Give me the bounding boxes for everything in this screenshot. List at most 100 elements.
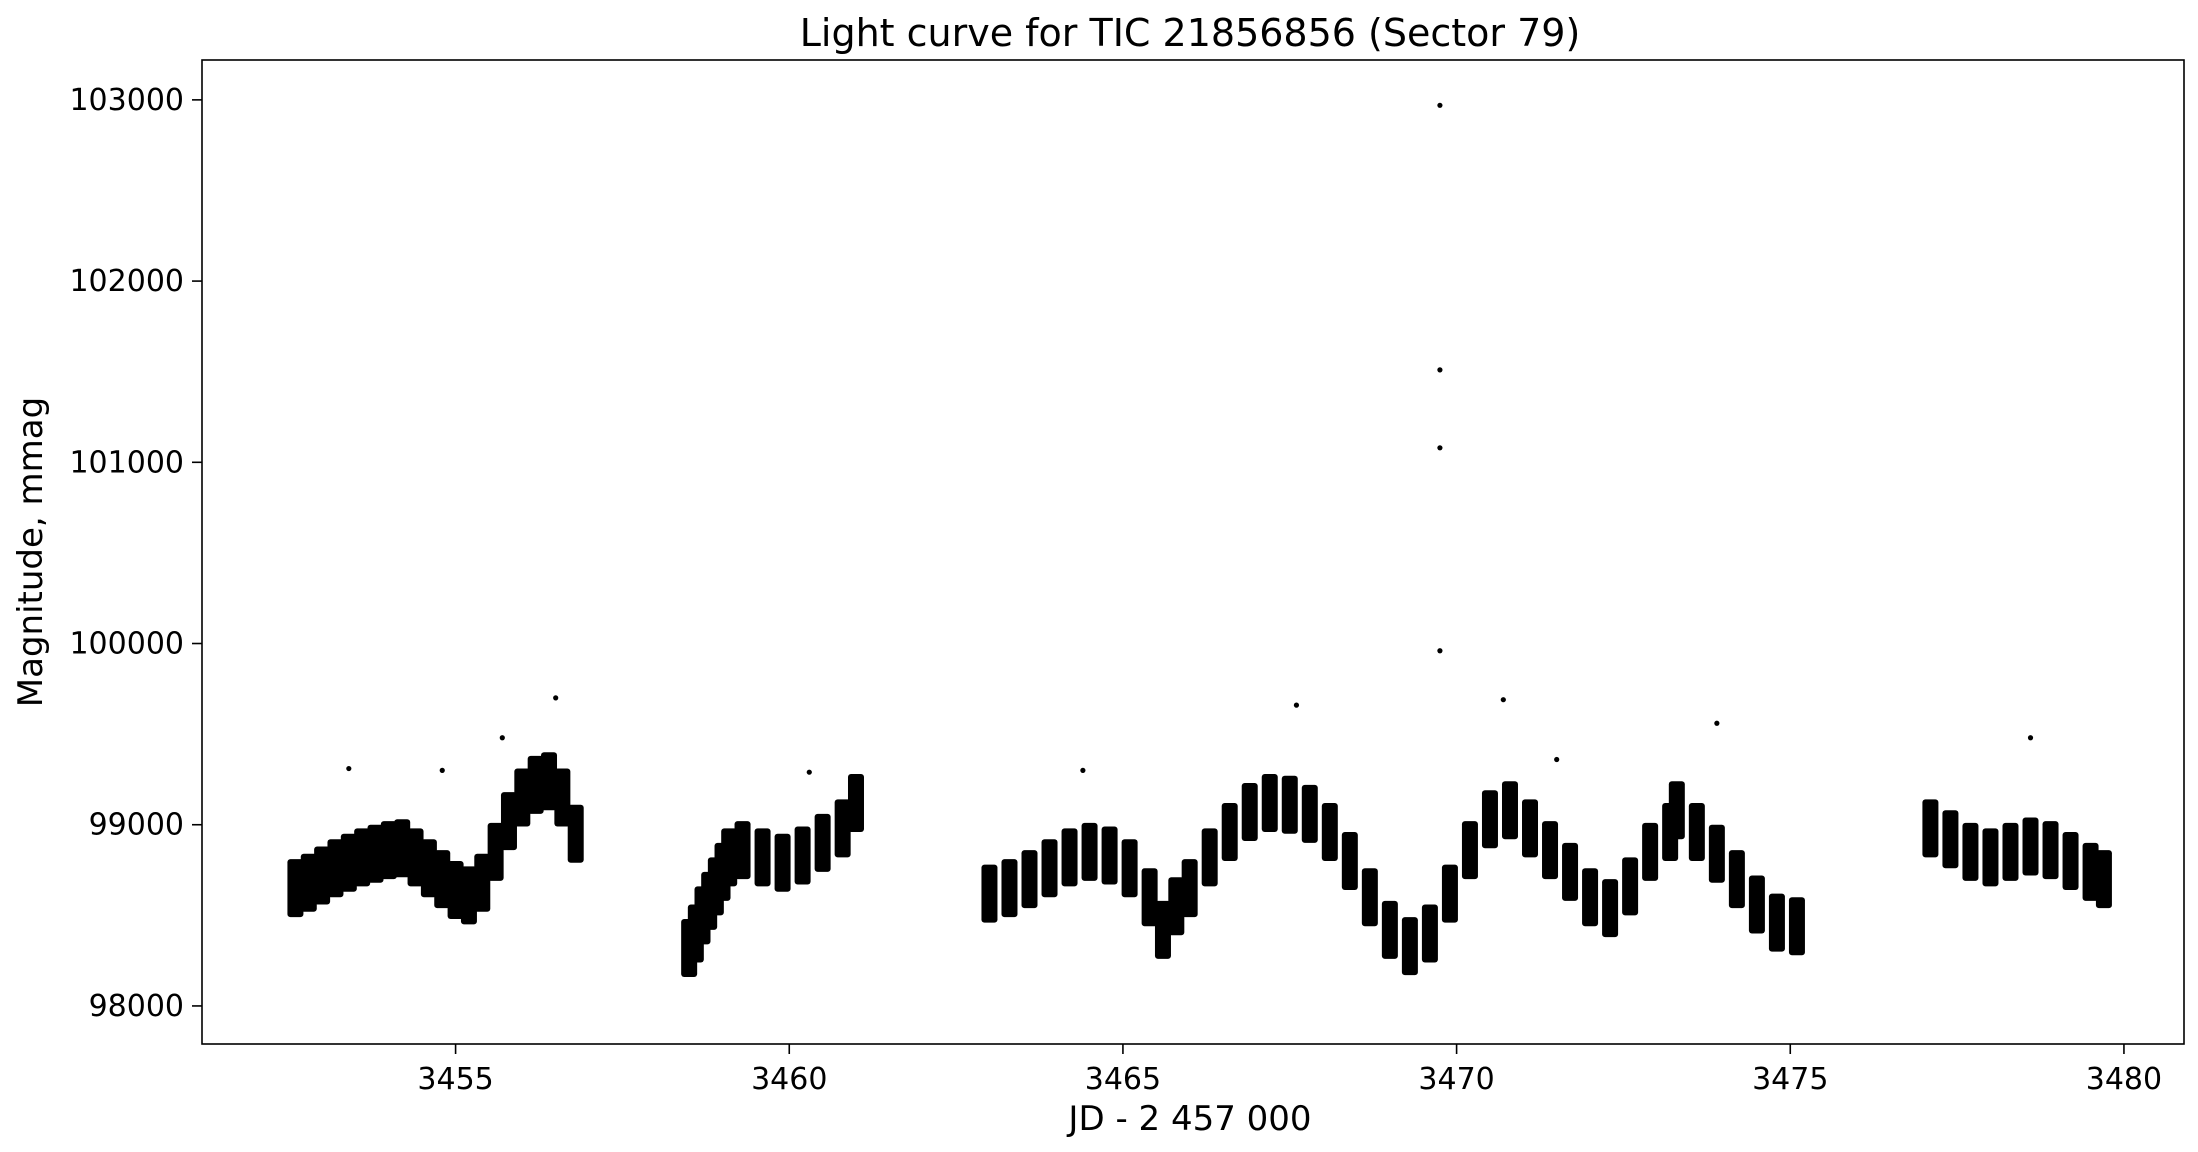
y-tick-label: 103000 (69, 83, 184, 118)
data-point (734, 821, 751, 880)
y-tick-label: 101000 (69, 445, 184, 480)
y-axis: 98000 99000 100000 101000 102000 103000 (69, 83, 202, 1024)
data-point (1021, 850, 1038, 909)
data-point (1437, 367, 1443, 373)
data-point (847, 773, 864, 832)
data-point (1522, 799, 1539, 858)
y-tick-label: 102000 (69, 264, 184, 299)
data-point (554, 768, 571, 827)
data-point (327, 839, 344, 898)
data-point (541, 752, 558, 811)
data-point (1688, 802, 1705, 861)
data-point (1708, 824, 1725, 883)
data-point (514, 768, 531, 827)
data-point (1293, 702, 1300, 708)
data-point (794, 826, 811, 885)
y-tick-label: 98000 (89, 989, 184, 1024)
x-tick-label: 3470 (1418, 1062, 1494, 1097)
data-point (1437, 648, 1443, 654)
data-point (1714, 720, 1720, 726)
x-axis-label: JD - 2 457 000 (1066, 1099, 1311, 1139)
data-point (1181, 859, 1198, 918)
data-point (1622, 857, 1639, 916)
data-point (346, 765, 352, 772)
data-point (1668, 781, 1685, 840)
x-tick-label: 3480 (2086, 1062, 2162, 1097)
data-point (1381, 900, 1398, 959)
data-point (2042, 821, 2059, 880)
data-point (394, 819, 411, 878)
data-point (1501, 781, 1518, 840)
data-point (834, 799, 851, 858)
data-point (1080, 767, 1086, 773)
x-tick-label: 3460 (751, 1062, 827, 1097)
data-point (2062, 831, 2079, 890)
data-point (1768, 893, 1785, 952)
data-point (981, 864, 998, 923)
data-point (447, 860, 464, 919)
x-tick-label: 3465 (1085, 1062, 1161, 1097)
data-point (1101, 826, 1118, 885)
data-point (1221, 802, 1238, 861)
data-point (1321, 802, 1338, 861)
data-point (1301, 784, 1318, 843)
data-point (500, 792, 517, 851)
data-point (2022, 817, 2039, 876)
data-point (1041, 839, 1058, 898)
data-point (806, 769, 812, 775)
data-point (774, 833, 791, 892)
data-point (287, 859, 304, 918)
data-point (1562, 842, 1579, 901)
data-point (1401, 917, 1418, 976)
data-points (287, 102, 2112, 977)
data-point (340, 833, 357, 892)
data-point (1437, 102, 1443, 108)
data-point (1421, 904, 1438, 963)
data-point (1542, 821, 1559, 880)
data-point (407, 828, 424, 887)
data-point (1441, 864, 1458, 923)
data-point (567, 804, 584, 863)
data-point (2027, 735, 2034, 741)
data-point (367, 824, 384, 883)
y-axis-label: Magnitude, mmag (11, 397, 51, 707)
data-point (1500, 697, 1506, 703)
data-point (721, 828, 738, 887)
data-point (1061, 828, 1078, 887)
data-point (1554, 756, 1560, 763)
data-point (814, 813, 831, 872)
data-point (380, 821, 397, 880)
data-point (1361, 868, 1378, 927)
data-point (1788, 897, 1805, 956)
data-point (1341, 831, 1358, 890)
data-point (1281, 775, 1298, 834)
data-point (487, 822, 504, 881)
data-point (474, 853, 491, 912)
data-point (1922, 799, 1939, 858)
data-point (300, 853, 317, 912)
data-point (1437, 445, 1443, 451)
data-point (1461, 821, 1478, 880)
data-point (1748, 875, 1765, 934)
data-point (460, 866, 477, 925)
data-point (1602, 879, 1619, 938)
data-point (434, 850, 451, 909)
data-point (1168, 877, 1185, 936)
data-point (439, 767, 445, 773)
data-point (2082, 842, 2099, 901)
x-axis: 3455 3460 3465 3470 3475 3480 (417, 1044, 2162, 1097)
y-tick-label: 99000 (89, 808, 184, 843)
data-point (1154, 900, 1171, 959)
data-point (1962, 822, 1979, 881)
data-point (1121, 839, 1138, 898)
data-point (1141, 868, 1158, 927)
data-point (2095, 850, 2112, 909)
data-point (1081, 822, 1098, 881)
x-tick-label: 3455 (417, 1062, 493, 1097)
data-point (1001, 859, 1018, 918)
data-point (553, 695, 559, 701)
data-point (2002, 822, 2019, 881)
chart-title: Light curve for TIC 21856856 (Sector 79) (800, 11, 1581, 55)
data-point (420, 839, 437, 898)
data-point (314, 846, 331, 905)
